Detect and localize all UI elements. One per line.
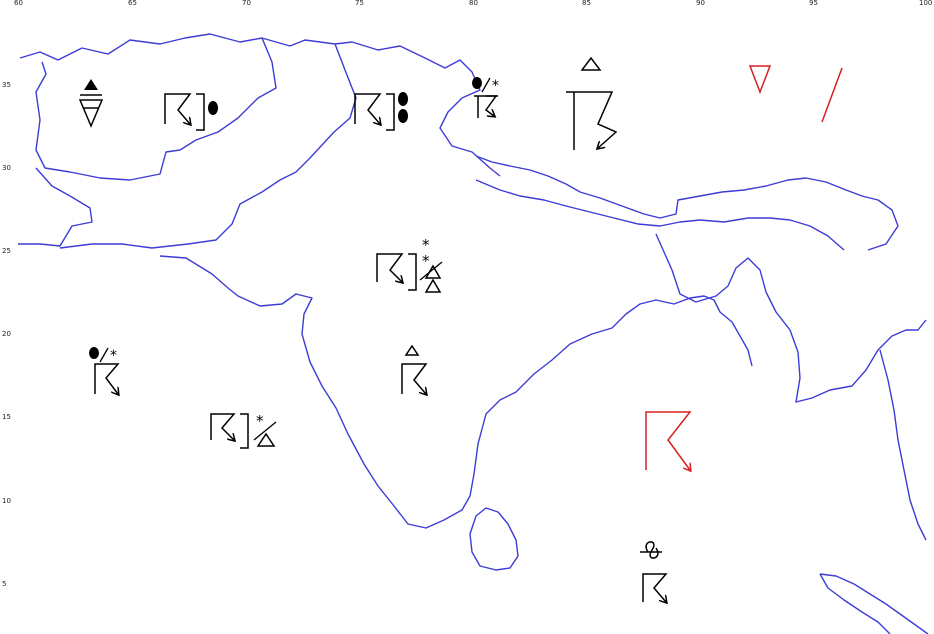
svg-text:*: * <box>492 78 499 94</box>
lat-tick: 15 <box>2 413 11 421</box>
thunderstorm-rain-snow-symbol: * <box>89 347 118 394</box>
lon-tick: 75 <box>355 0 364 7</box>
thunderstorm-rain-snow-symbol: * <box>472 77 499 118</box>
lat-tick: 25 <box>2 247 11 255</box>
pakistan-boundary <box>59 43 357 249</box>
india-west-coast <box>159 255 753 529</box>
lon-tick: 60 <box>14 0 23 7</box>
lon-tick: 70 <box>242 0 251 7</box>
lon-tick: 100 <box>919 0 932 7</box>
lon-tick: 95 <box>809 0 818 7</box>
thunderstorm-rain-symbol <box>164 93 218 131</box>
thunderstorm-heavy-rain-symbol <box>354 92 408 131</box>
sumatra-south <box>819 573 891 634</box>
sumatra <box>819 573 929 634</box>
thunderstorm-snow-hail-symbol: * * <box>376 236 443 293</box>
lat-tick: 10 <box>2 497 11 505</box>
iran-boundary <box>18 167 93 247</box>
lon-tick: 90 <box>696 0 705 7</box>
svg-text:*: * <box>422 252 430 270</box>
shower-highlight-symbol <box>645 411 690 470</box>
svg-text:*: * <box>422 236 430 254</box>
lat-tick: 20 <box>2 330 11 338</box>
northwest-boundary <box>19 33 501 177</box>
lat-tick: 5 <box>2 580 6 588</box>
coastlines <box>18 33 929 634</box>
lon-tick: 65 <box>128 0 137 7</box>
nepal-boundary <box>475 155 899 251</box>
afghanistan-boundary <box>35 37 277 181</box>
myanmar-coast <box>879 349 927 541</box>
lat-tick: 30 <box>2 164 11 172</box>
latitude-axis: 35 30 25 20 15 10 5 <box>2 81 11 588</box>
lon-tick: 85 <box>582 0 591 7</box>
lon-tick: 80 <box>469 0 478 7</box>
thunderstorm-hail-symbol <box>566 56 618 150</box>
svg-text:*: * <box>256 412 264 430</box>
lat-tick: 35 <box>2 81 11 89</box>
bangladesh-myanmar-boundary <box>655 233 927 403</box>
thunderstorm-duststorm-symbol <box>640 541 666 602</box>
longitude-axis: 60 65 70 75 80 85 90 95 100 <box>14 0 932 7</box>
thunderstorm-snow-hail-symbol: * <box>210 412 277 449</box>
thunderstorm-highlight-symbol <box>748 65 843 123</box>
himalaya-southern-boundary <box>475 179 845 251</box>
svg-text:*: * <box>110 348 117 364</box>
sri-lanka <box>469 507 519 571</box>
thunderstorm-hail-symbol <box>401 344 426 394</box>
rain-shower-hail-symbol <box>78 79 104 128</box>
